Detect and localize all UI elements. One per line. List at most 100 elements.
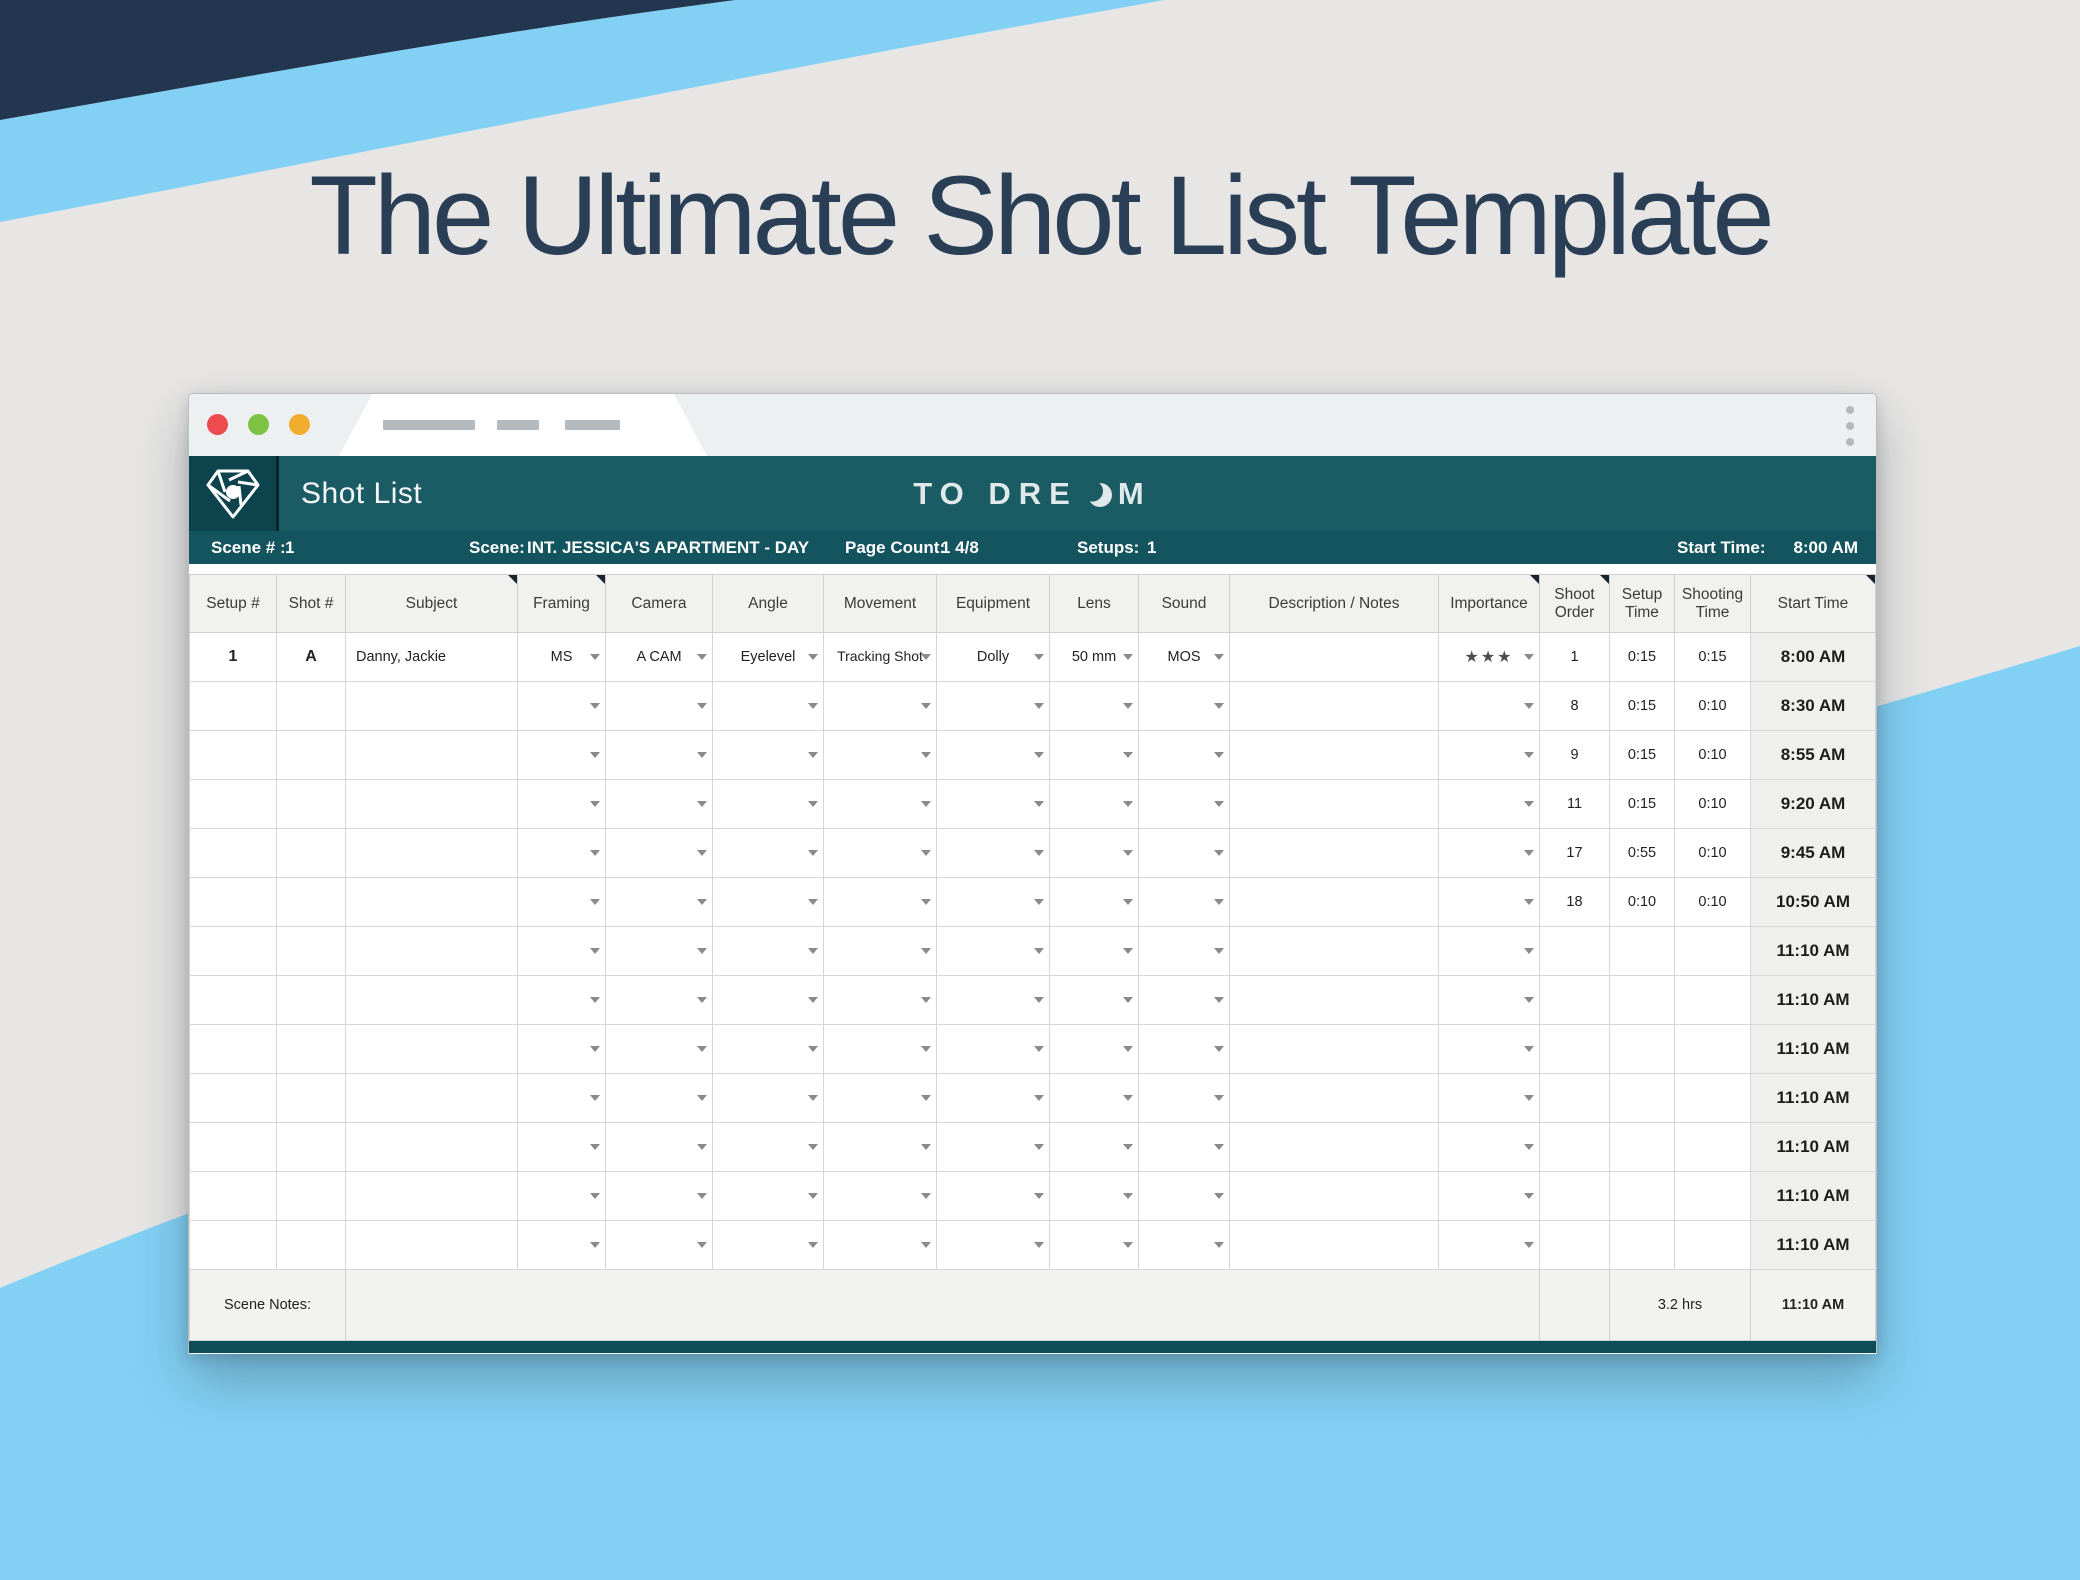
chevron-down-icon[interactable] [1123, 1095, 1133, 1101]
cell-equipment[interactable] [936, 1171, 1050, 1221]
cell-framing[interactable] [517, 1171, 606, 1221]
chevron-down-icon[interactable] [1123, 948, 1133, 954]
close-button[interactable] [207, 414, 228, 435]
chevron-down-icon[interactable] [697, 850, 707, 856]
cell-subject[interactable] [345, 1171, 518, 1221]
cell-lens[interactable] [1049, 1024, 1139, 1074]
cell-angle[interactable] [712, 877, 824, 927]
cell-shoot_order[interactable]: 9 [1539, 730, 1610, 780]
cell-subject[interactable]: Danny, Jackie [345, 632, 518, 682]
cell-sound[interactable] [1138, 877, 1230, 927]
cell-shooting_time[interactable] [1674, 1220, 1751, 1270]
cell-lens[interactable] [1049, 1220, 1139, 1270]
cell-start_time[interactable]: 8:00 AM [1750, 632, 1876, 682]
chevron-down-icon[interactable] [1123, 1193, 1133, 1199]
cell-notes[interactable] [1229, 828, 1439, 878]
cell-subject[interactable] [345, 877, 518, 927]
cell-movement[interactable] [823, 1171, 937, 1221]
cell-notes[interactable] [1229, 877, 1439, 927]
cell-sound[interactable] [1138, 1073, 1230, 1123]
cell-notes[interactable] [1229, 1220, 1439, 1270]
cell-shot[interactable] [276, 1171, 346, 1221]
cell-start_time[interactable]: 11:10 AM [1750, 926, 1876, 976]
chevron-down-icon[interactable] [590, 801, 600, 807]
chevron-down-icon[interactable] [1034, 1046, 1044, 1052]
chevron-down-icon[interactable] [590, 1046, 600, 1052]
cell-sound[interactable] [1138, 681, 1230, 731]
chevron-down-icon[interactable] [590, 850, 600, 856]
chevron-down-icon[interactable] [590, 752, 600, 758]
cell-shooting_time[interactable]: 0:10 [1674, 877, 1751, 927]
cell-importance[interactable] [1438, 681, 1540, 731]
cell-notes[interactable] [1229, 681, 1439, 731]
chevron-down-icon[interactable] [697, 752, 707, 758]
cell-subject[interactable] [345, 1024, 518, 1074]
chevron-down-icon[interactable] [1214, 948, 1224, 954]
chevron-down-icon[interactable] [590, 654, 600, 660]
cell-lens[interactable] [1049, 1171, 1139, 1221]
cell-subject[interactable] [345, 926, 518, 976]
cell-movement[interactable] [823, 1220, 937, 1270]
cell-equipment[interactable] [936, 975, 1050, 1025]
chevron-down-icon[interactable] [1524, 899, 1534, 905]
cell-shooting_time[interactable]: 0:15 [1674, 632, 1751, 682]
cell-notes[interactable] [1229, 1122, 1439, 1172]
cell-shooting_time[interactable] [1674, 975, 1751, 1025]
chevron-down-icon[interactable] [590, 703, 600, 709]
cell-equipment[interactable] [936, 1122, 1050, 1172]
chevron-down-icon[interactable] [697, 1046, 707, 1052]
cell-camera[interactable] [605, 730, 713, 780]
cell-setup_time[interactable]: 0:15 [1609, 730, 1675, 780]
chevron-down-icon[interactable] [697, 703, 707, 709]
chevron-down-icon[interactable] [1034, 703, 1044, 709]
chevron-down-icon[interactable] [697, 1242, 707, 1248]
cell-importance[interactable] [1438, 926, 1540, 976]
chevron-down-icon[interactable] [1034, 1193, 1044, 1199]
cell-shot[interactable] [276, 975, 346, 1025]
cell-setup_time[interactable]: 0:55 [1609, 828, 1675, 878]
cell-importance[interactable] [1438, 877, 1540, 927]
chevron-down-icon[interactable] [1034, 997, 1044, 1003]
cell-movement[interactable] [823, 779, 937, 829]
cell-importance[interactable]: ★★★ [1438, 632, 1540, 682]
cell-shoot_order[interactable] [1539, 1220, 1610, 1270]
chevron-down-icon[interactable] [921, 1193, 931, 1199]
chevron-down-icon[interactable] [808, 1144, 818, 1150]
chevron-down-icon[interactable] [1034, 654, 1044, 660]
chevron-down-icon[interactable] [1123, 850, 1133, 856]
cell-start_time[interactable]: 10:50 AM [1750, 877, 1876, 927]
chevron-down-icon[interactable] [1214, 1144, 1224, 1150]
cell-lens[interactable] [1049, 828, 1139, 878]
chevron-down-icon[interactable] [808, 1193, 818, 1199]
cell-camera[interactable] [605, 1220, 713, 1270]
cell-shoot_order[interactable] [1539, 926, 1610, 976]
cell-sound[interactable] [1138, 1024, 1230, 1074]
cell-setup_time[interactable] [1609, 975, 1675, 1025]
cell-movement[interactable] [823, 877, 937, 927]
chevron-down-icon[interactable] [1123, 899, 1133, 905]
cell-shot[interactable] [276, 1073, 346, 1123]
cell-equipment[interactable] [936, 730, 1050, 780]
cell-setup_time[interactable] [1609, 1171, 1675, 1221]
chevron-down-icon[interactable] [1524, 1144, 1534, 1150]
cell-angle[interactable] [712, 1122, 824, 1172]
cell-camera[interactable] [605, 1073, 713, 1123]
cell-shoot_order[interactable]: 17 [1539, 828, 1610, 878]
chevron-down-icon[interactable] [1123, 752, 1133, 758]
cell-importance[interactable] [1438, 828, 1540, 878]
chevron-down-icon[interactable] [1034, 899, 1044, 905]
cell-sound[interactable] [1138, 828, 1230, 878]
cell-notes[interactable] [1229, 1171, 1439, 1221]
chevron-down-icon[interactable] [1123, 1046, 1133, 1052]
cell-movement[interactable] [823, 1122, 937, 1172]
cell-shoot_order[interactable]: 8 [1539, 681, 1610, 731]
cell-camera[interactable] [605, 1122, 713, 1172]
chevron-down-icon[interactable] [1034, 752, 1044, 758]
cell-setup[interactable] [189, 1024, 277, 1074]
chevron-down-icon[interactable] [921, 850, 931, 856]
cell-sound[interactable] [1138, 730, 1230, 780]
cell-start_time[interactable]: 11:10 AM [1750, 1220, 1876, 1270]
cell-shot[interactable] [276, 877, 346, 927]
chevron-down-icon[interactable] [1524, 948, 1534, 954]
cell-subject[interactable] [345, 1220, 518, 1270]
